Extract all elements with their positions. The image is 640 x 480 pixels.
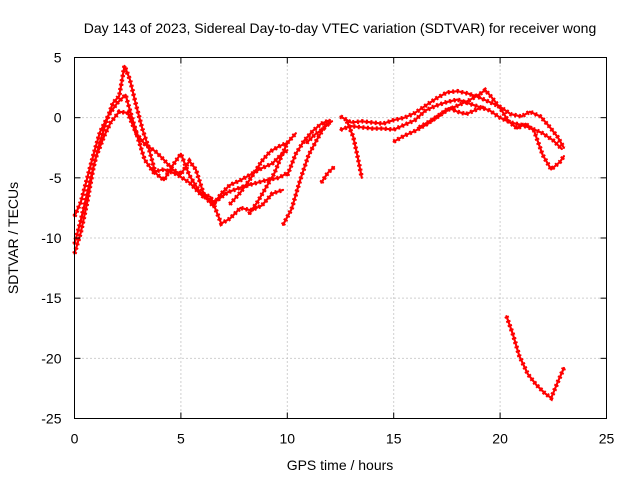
series-track-3 <box>72 109 289 246</box>
x-tick-label: 5 <box>177 431 185 447</box>
y-tick-label: -25 <box>41 411 61 427</box>
axis-ticks <box>74 57 607 419</box>
y-tick-label: -20 <box>41 350 61 366</box>
y-axis-label: SDTVAR / TECUs <box>5 182 21 294</box>
series-markers <box>418 104 484 130</box>
series-line <box>505 315 565 400</box>
series-markers <box>228 140 289 206</box>
series-markers <box>304 120 332 145</box>
series-markers <box>247 131 298 216</box>
series-markers <box>339 88 566 149</box>
x-tick-label: 15 <box>386 431 402 447</box>
y-tick-label: -15 <box>41 290 61 306</box>
x-axis-label: GPS time / hours <box>287 457 394 473</box>
series-track-14 <box>418 104 485 130</box>
y-tick-label: 0 <box>54 110 62 126</box>
series-markers <box>72 90 289 218</box>
series-markers <box>72 57 284 255</box>
series-track-15 <box>504 315 566 402</box>
chart-title: Day 143 of 2023, Sidereal Day-to-day VTE… <box>84 20 597 36</box>
x-tick-label: 10 <box>280 431 296 447</box>
series-markers <box>339 97 564 151</box>
series-track-6 <box>281 119 334 226</box>
series-line <box>320 165 336 184</box>
y-tick-labels: 5 0 -5 -10 -15 -20 -25 <box>41 50 61 427</box>
series-track-10 <box>344 120 365 179</box>
series-track-4 <box>228 140 289 206</box>
series-track-9 <box>319 165 336 184</box>
data-series <box>72 57 566 402</box>
x-tick-label: 25 <box>599 431 615 447</box>
series-markers <box>285 118 331 177</box>
x-tick-labels: 0 5 10 15 20 25 <box>71 431 615 447</box>
series-track-2 <box>72 57 285 255</box>
series-track-12 <box>339 88 566 149</box>
y-tick-label: 5 <box>54 50 62 66</box>
series-track-7 <box>285 118 331 177</box>
series-line <box>345 120 363 179</box>
series-markers <box>281 119 334 226</box>
series-track-8 <box>304 120 332 145</box>
x-tick-label: 20 <box>492 431 508 447</box>
y-tick-label: -5 <box>49 170 62 186</box>
series-track-5 <box>247 131 298 216</box>
y-tick-label: -10 <box>41 230 61 246</box>
x-tick-label: 0 <box>71 431 79 447</box>
series-markers <box>72 109 289 245</box>
